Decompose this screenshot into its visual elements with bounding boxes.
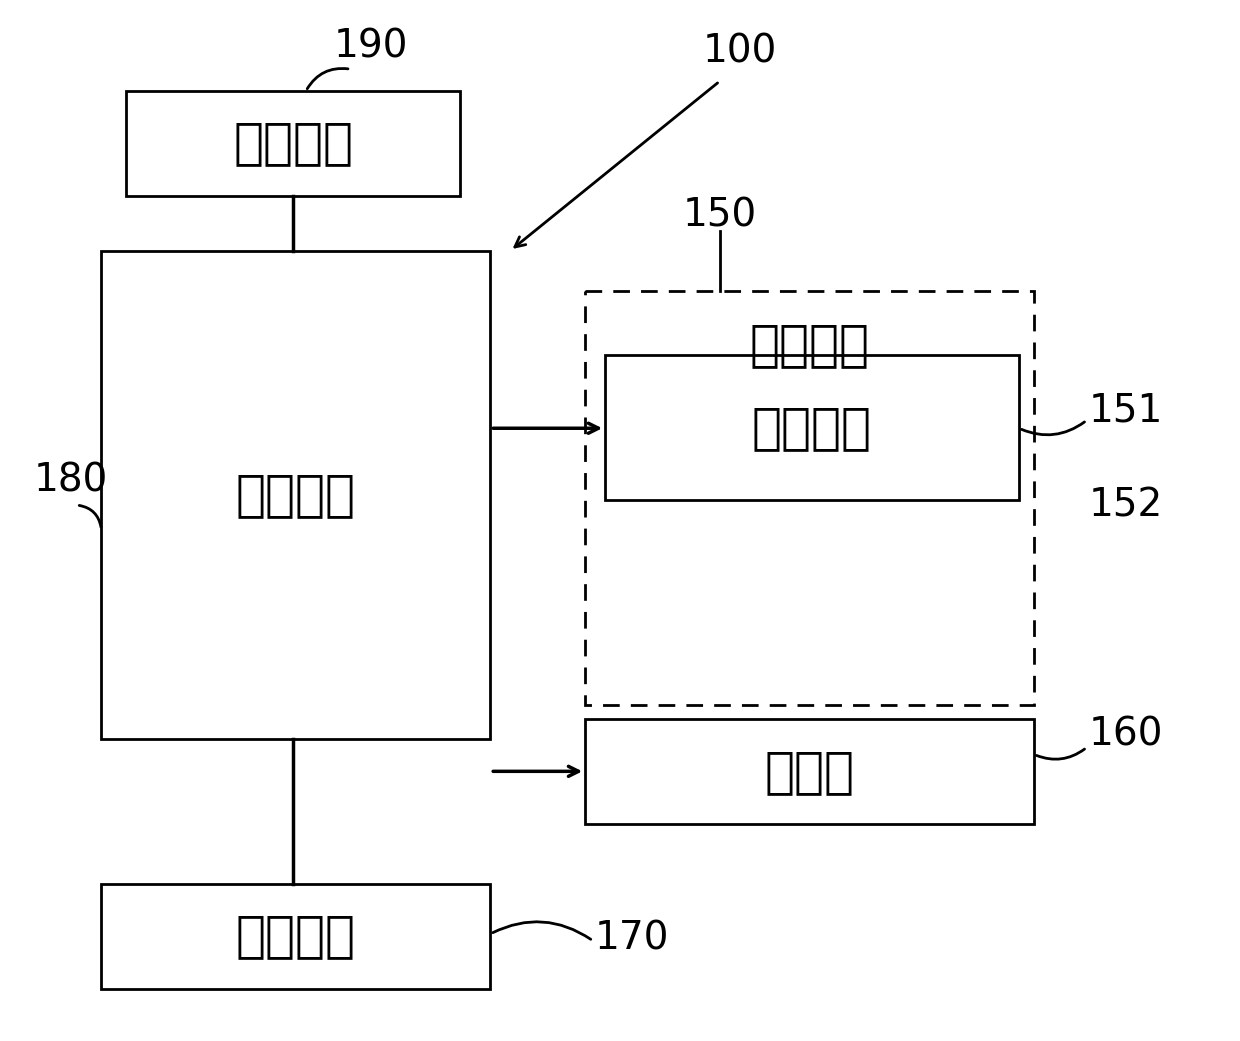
Text: 存储器: 存储器 bbox=[765, 747, 854, 795]
Text: 160: 160 bbox=[1089, 715, 1163, 754]
Text: 100: 100 bbox=[703, 32, 777, 70]
Bar bbox=[585, 719, 1034, 824]
Text: 电源单元: 电源单元 bbox=[233, 120, 353, 168]
Text: 170: 170 bbox=[595, 920, 670, 958]
Text: 190: 190 bbox=[334, 27, 408, 66]
Text: 151: 151 bbox=[1089, 391, 1163, 429]
Bar bbox=[126, 92, 460, 196]
Text: 控制单元: 控制单元 bbox=[236, 472, 356, 519]
Text: 输出单元: 输出单元 bbox=[749, 322, 869, 370]
Bar bbox=[102, 884, 490, 989]
Text: 180: 180 bbox=[33, 461, 108, 499]
Bar bbox=[585, 290, 1034, 705]
Text: 150: 150 bbox=[682, 197, 756, 235]
Text: 152: 152 bbox=[1089, 486, 1163, 524]
Bar bbox=[605, 355, 1019, 500]
Text: 接口单元: 接口单元 bbox=[236, 912, 356, 961]
Bar bbox=[102, 251, 490, 739]
Text: 显示单元: 显示单元 bbox=[751, 404, 872, 452]
